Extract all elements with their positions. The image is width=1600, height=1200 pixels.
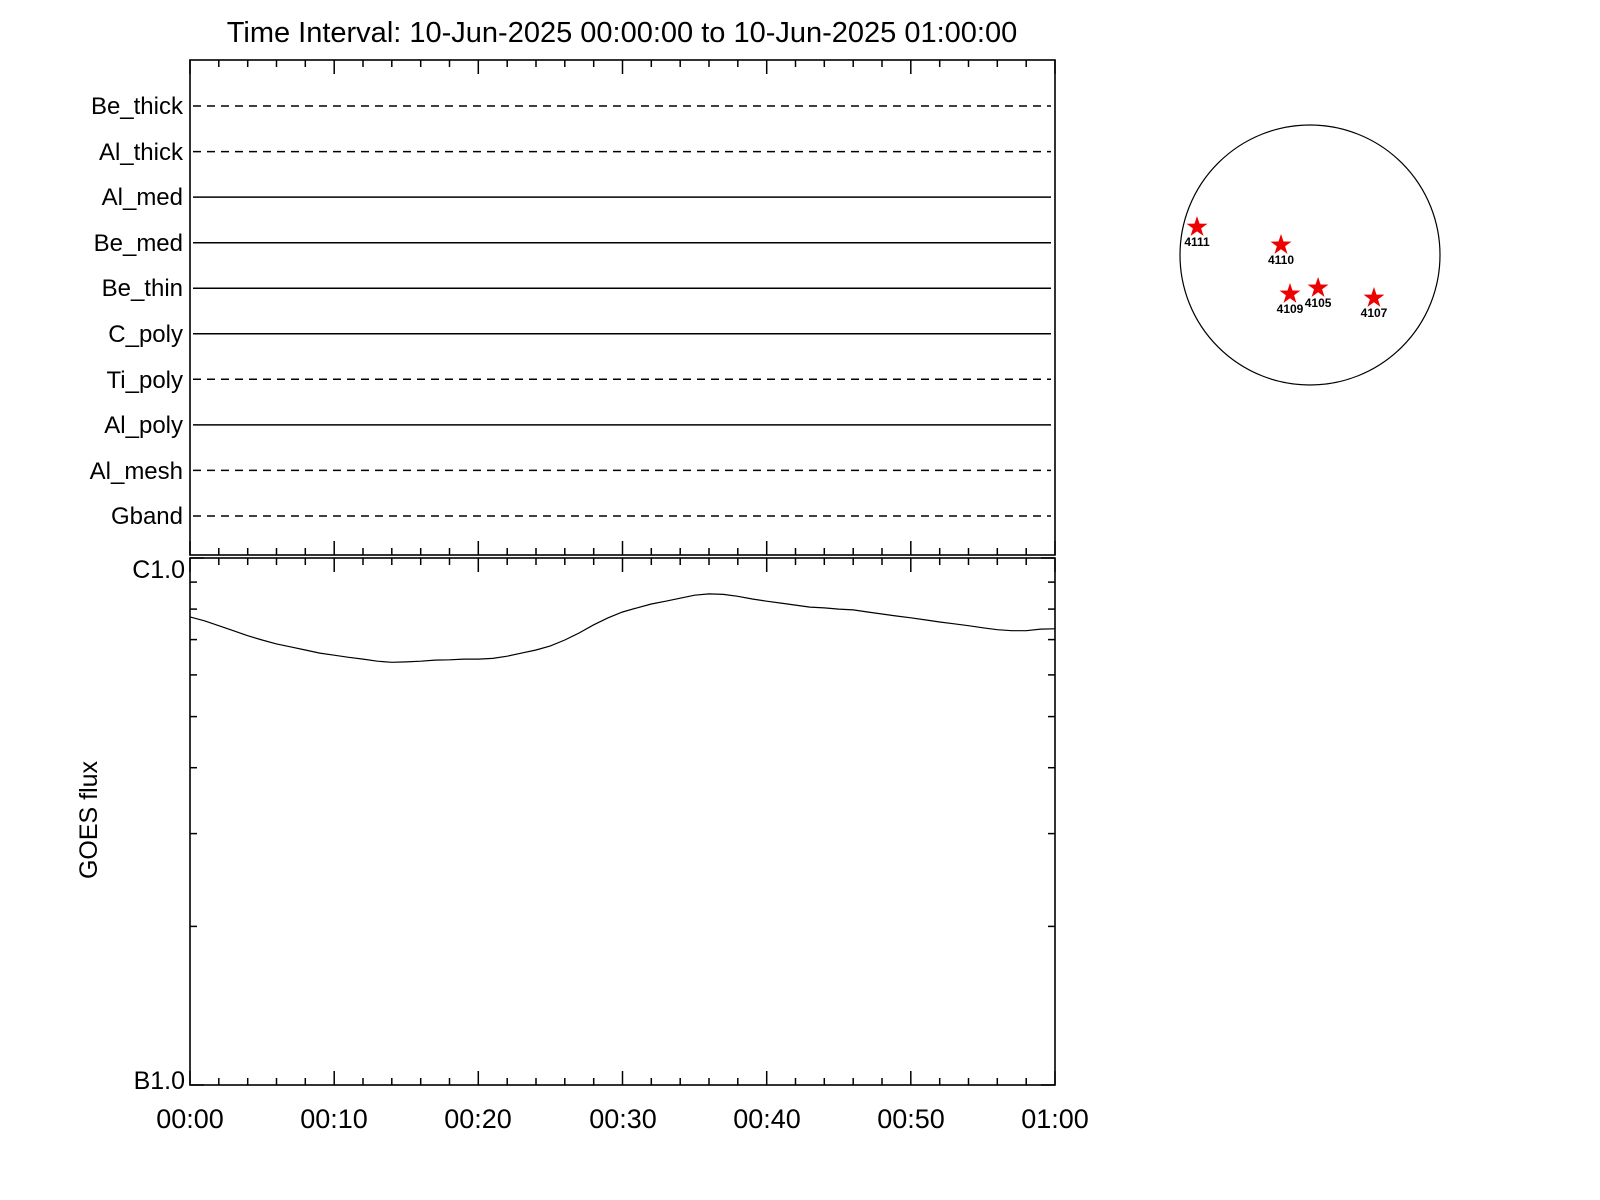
goes-panel: C1.0 B1.0 GOES flux 00:00 00:10 00:20 00… (75, 556, 1089, 1134)
filter-label-al-med: Al_med (102, 184, 183, 211)
active-region-star-4109 (1279, 283, 1301, 303)
active-region-star-4111 (1186, 216, 1208, 236)
active-region-label-4107: 4107 (1361, 306, 1388, 320)
filter-label-c-poly: C_poly (108, 321, 183, 348)
xtick-0000: 00:00 (156, 1104, 224, 1134)
active-regions: 4111 4110 4109 4105 4107 (1184, 216, 1388, 320)
goes-ytop-label: C1.0 (132, 556, 185, 584)
filter-label-be-med: Be_med (94, 230, 183, 257)
filter-label-al-thick: Al_thick (99, 139, 184, 166)
active-region-label-4110: 4110 (1268, 253, 1294, 267)
goes-flux-curve (189, 593, 1056, 663)
goes-ybottom-label: B1.0 (134, 1067, 185, 1095)
xtick-0020: 00:20 (444, 1104, 512, 1134)
active-region-label-4105: 4105 (1305, 296, 1332, 310)
filter-label-gband: Gband (111, 503, 183, 530)
x-axis-labels: 00:00 00:10 00:20 00:30 00:40 00:50 01:0… (156, 1104, 1089, 1134)
plot-title: Time Interval: 10-Jun-2025 00:00:00 to 1… (227, 17, 1018, 49)
solar-disk-limb (1179, 124, 1441, 386)
xtick-0030: 00:30 (589, 1104, 657, 1134)
axis-ticks (189, 60, 1056, 1086)
xtick-0040: 00:40 (733, 1104, 801, 1134)
active-region-star-4105 (1307, 277, 1329, 297)
xtick-0100: 01:00 (1021, 1104, 1089, 1134)
filter-label-al-mesh: Al_mesh (90, 458, 183, 485)
filter-panel-frame (189, 59, 1056, 556)
filter-lines (193, 105, 1051, 517)
filter-label-al-poly: Al_poly (104, 412, 183, 439)
active-region-label-4109: 4109 (1277, 302, 1304, 316)
xtick-0050: 00:50 (877, 1104, 945, 1134)
filter-label-be-thin: Be_thin (102, 275, 183, 302)
filter-label-ti-poly: Ti_poly (107, 367, 183, 394)
active-region-star-4107 (1363, 287, 1385, 307)
solar-disk: 4111 4110 4109 4105 4107 (1179, 124, 1441, 386)
filter-panel: Be_thick Al_thick Al_med Be_med Be_thin … (90, 59, 1056, 556)
filter-label-be-thick: Be_thick (91, 93, 184, 120)
filter-labels: Be_thick Al_thick Al_med Be_med Be_thin … (90, 93, 184, 530)
goes-panel-frame (189, 557, 1056, 1086)
goes-axis-title: GOES flux (75, 760, 103, 879)
active-region-label-4111: 4111 (1184, 235, 1210, 249)
xtick-0010: 00:10 (300, 1104, 368, 1134)
active-region-star-4110 (1270, 234, 1292, 254)
